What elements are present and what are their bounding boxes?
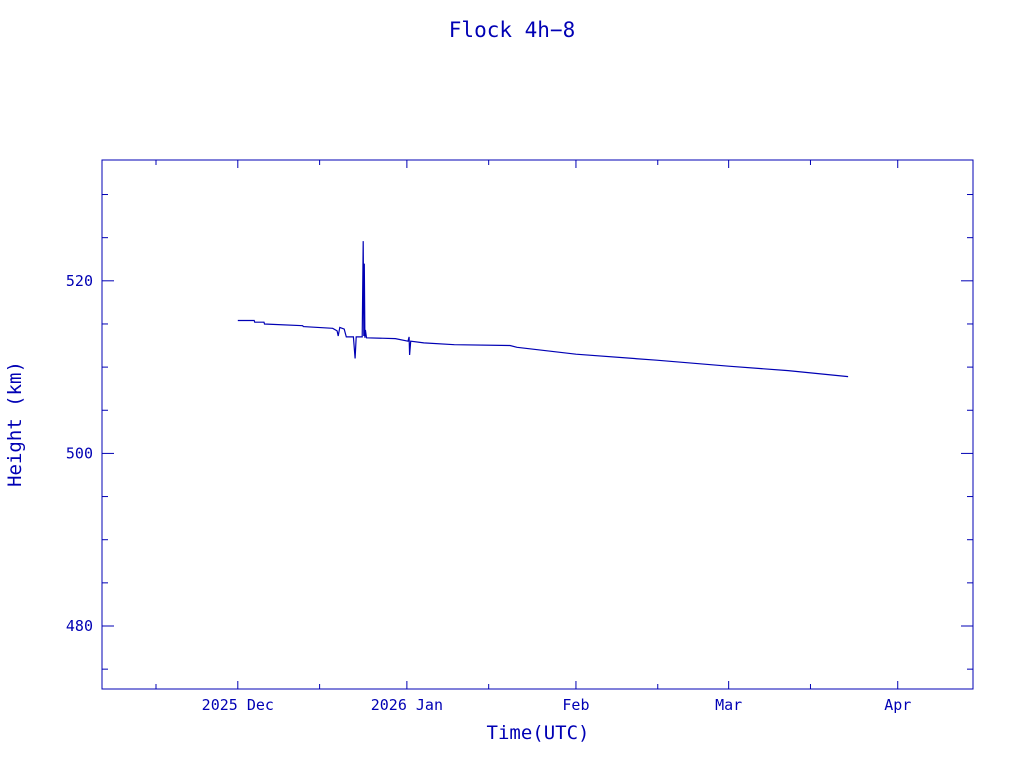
x-axis-label: Time(UTC): [487, 722, 590, 744]
chart-title: Flock 4h−8: [449, 18, 575, 42]
x-tick-label: 2025 Dec: [202, 696, 274, 714]
y-axis-label: Height (km): [4, 361, 26, 487]
x-tick-label: Apr: [884, 696, 911, 714]
x-tick-label: Mar: [715, 696, 742, 714]
x-tick-label: Feb: [562, 696, 589, 714]
y-tick-label: 500: [66, 444, 93, 462]
y-tick-label: 480: [66, 617, 93, 635]
plot-frame: [101, 159, 974, 690]
x-tick-label: 2026 Jan: [371, 696, 443, 714]
y-tick-label: 520: [66, 272, 93, 290]
series-line: [237, 241, 849, 378]
